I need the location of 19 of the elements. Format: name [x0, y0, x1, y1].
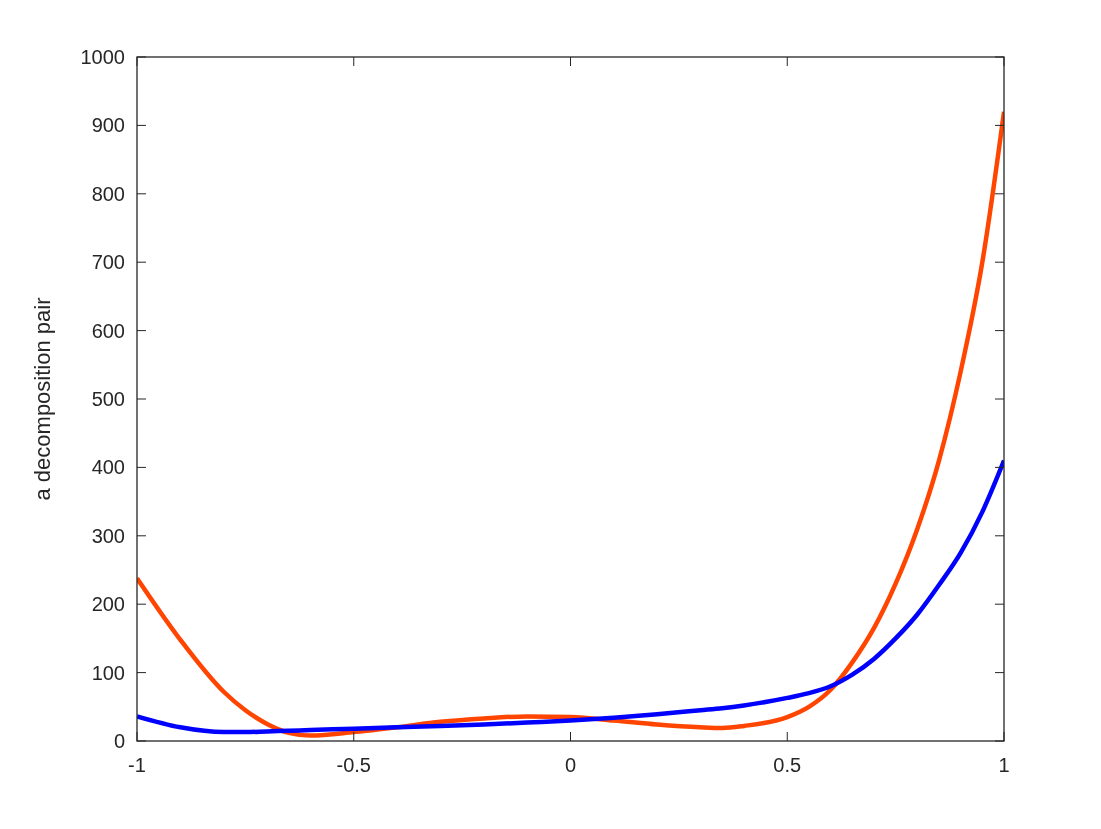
y-tick-label: 700	[91, 251, 125, 274]
y-tick-label: 600	[91, 319, 125, 342]
y-axis-title: a decomposition pair	[30, 297, 55, 501]
y-tick-label: 0	[113, 730, 125, 752]
x-tick-label: 0.5	[773, 754, 802, 776]
x-tick-label: -1	[128, 754, 146, 776]
line-series	[137, 458, 1004, 735]
y-tick-label: 500	[91, 388, 125, 410]
y-tick-label: 200	[91, 593, 125, 616]
y-tick-label: 800	[91, 182, 125, 205]
x-tick-label: -0.5	[336, 754, 371, 776]
y-tick-label: 400	[91, 456, 125, 479]
y-tick-label: 900	[91, 114, 125, 137]
y-tick-label: 1000	[80, 46, 125, 68]
x-tick-label: 0	[564, 754, 577, 776]
x-tick-label: 1	[998, 754, 1010, 776]
y-tick-label: 100	[91, 661, 125, 684]
y-tick-label: 300	[91, 524, 125, 547]
line-series	[137, 109, 1004, 738]
